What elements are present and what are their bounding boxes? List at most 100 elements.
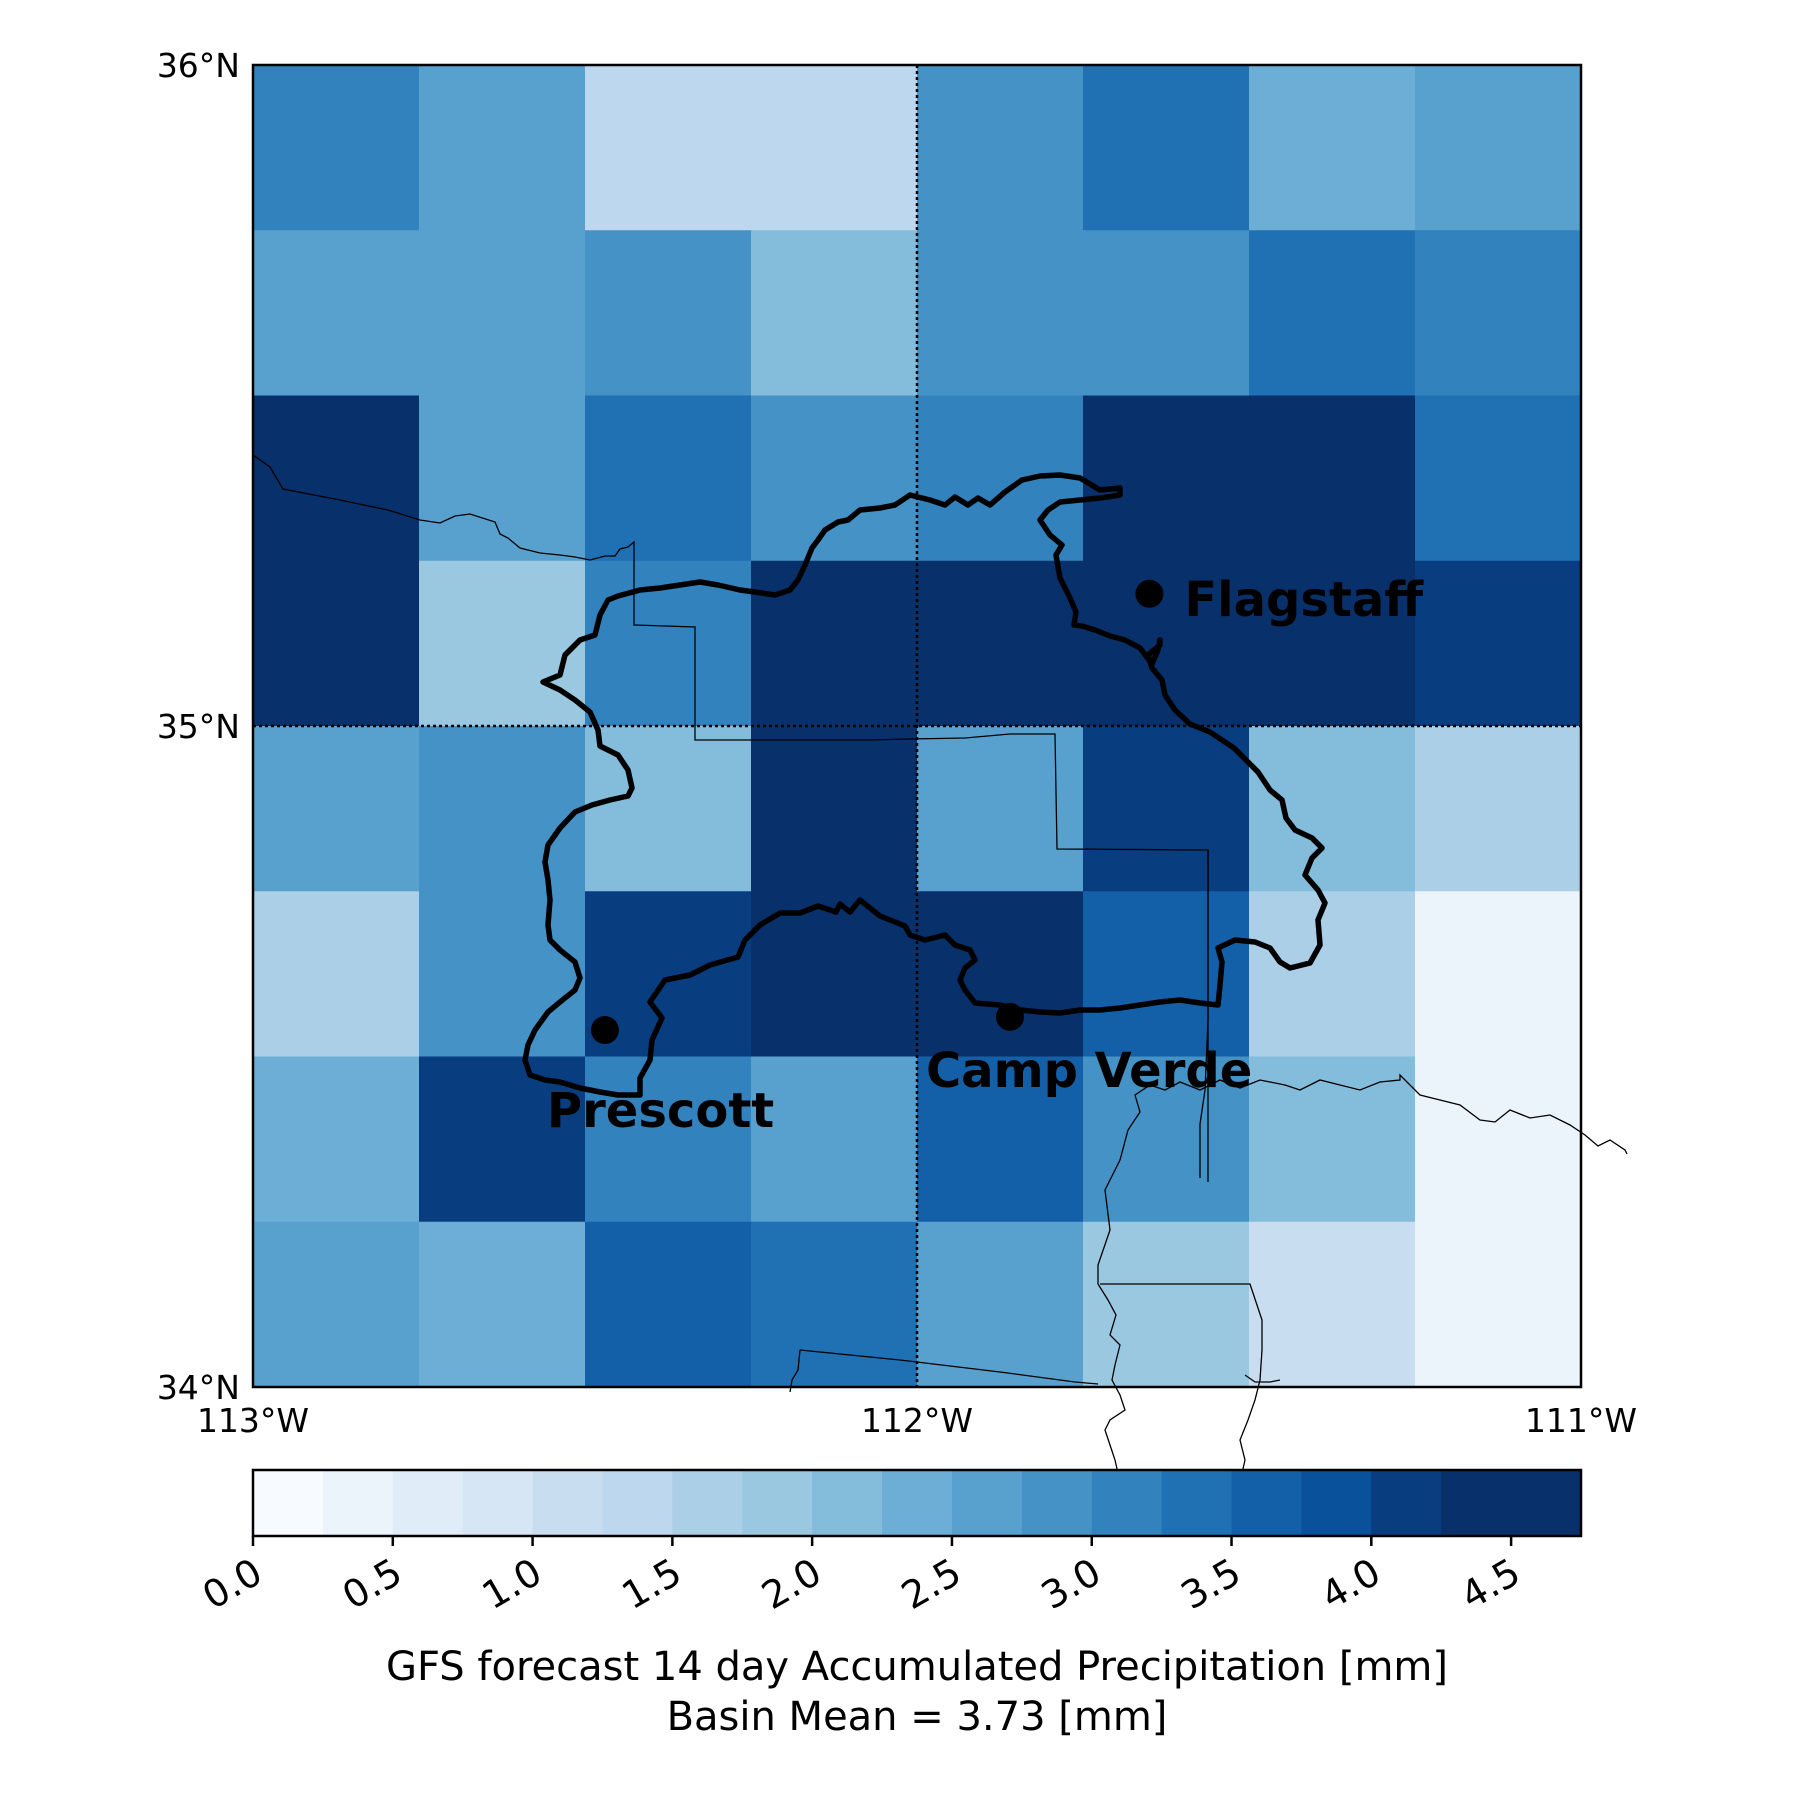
grid-cell [1249,891,1416,1058]
colorbar-ticks: 0.0 0.5 1.0 1.5 2.0 2.5 3.0 3.5 4.0 4.5 [195,1536,1528,1618]
grid-cell [419,726,586,892]
colorbar-swatch [1021,1470,1093,1536]
grid-cell [419,230,586,397]
colorbar-swatch [882,1470,953,1536]
grid-cell [253,560,420,727]
colorbar-swatch [602,1470,673,1536]
colorbar-tick-label: 0.0 [195,1550,269,1618]
colorbar-tick-label: 0.5 [335,1550,409,1618]
city-marker [995,1002,1024,1031]
grid-cell [1415,65,1582,231]
grid-cell [1083,1056,1250,1223]
grid-cell [419,1221,586,1388]
grid-cell [1249,560,1416,727]
colorbar-swatch [742,1470,813,1536]
grid-cell [751,65,918,231]
grid-cell [585,230,752,397]
grid-cell [1083,395,1250,562]
grid-cell [751,230,918,397]
grid-cell [1249,1056,1416,1223]
grid-cell [1083,1221,1250,1388]
colorbar-swatch [322,1470,394,1536]
colorbar-tick-label: 1.5 [615,1550,689,1618]
grid-cell [917,230,1084,397]
colorbar-swatch [532,1470,604,1536]
colorbar-swatch [1511,1470,1582,1536]
grid-cell [585,1056,752,1223]
grid-cell [917,65,1084,231]
latitude-ticks: 36°N 35°N 34°N [157,46,240,1407]
grid-cell [1415,1056,1582,1223]
grid-cell [1249,65,1416,231]
lat-tick-label: 35°N [157,707,240,746]
graticule [253,65,1581,1387]
colorbar-tick-label: 4.5 [1453,1550,1527,1618]
colorbar-tick-label: 3.0 [1034,1550,1108,1618]
colorbar-swatch [253,1470,324,1536]
city-marker [590,1016,619,1045]
precipitation-grid [253,65,1582,1388]
grid-cell [585,395,752,562]
colorbar-tick-label: 2.5 [894,1550,968,1618]
grid-cell [419,65,586,231]
basin-outline [522,472,1328,1098]
colorbar-swatch [392,1470,464,1536]
grid-cell [917,395,1084,562]
grid-cell [253,395,420,562]
grid-cell [1415,1221,1582,1388]
grid-cell [751,726,918,892]
grid-cell [419,560,586,727]
grid-cell [253,1056,420,1223]
lon-tick-label: 113°W [197,1401,309,1440]
colorbar-tick-label: 3.5 [1174,1550,1248,1618]
city-label: Prescott [547,1083,774,1139]
grid-cell [751,395,918,562]
grid-cell [253,726,420,892]
basin-mean-label: Basin Mean = 3.73 [mm] [667,1694,1168,1740]
colorbar-swatch [1441,1470,1512,1536]
lon-tick-label: 112°W [861,1401,973,1440]
colorbar-frame [251,1468,1583,1538]
city-label: Camp Verde [926,1043,1252,1099]
grid-cell [751,560,918,727]
colorbar-swatch [951,1470,1023,1536]
colorbar [251,1468,1583,1538]
lat-tick-label: 36°N [157,46,240,85]
grid-cell [1249,1221,1416,1388]
colorbar-tick-label: 2.0 [754,1550,828,1618]
longitude-ticks: 113°W 112°W 111°W [197,1401,1637,1440]
grid-cell [751,1056,918,1223]
city-marker [1135,579,1164,608]
grid-cell [1083,65,1250,231]
colorbar-swatch [1091,1470,1163,1536]
grid-cell [1083,891,1250,1058]
grid-cell [1415,230,1582,397]
colorbar-tick-label: 1.0 [475,1550,549,1618]
grid-cell [419,395,586,562]
city-markers: Flagstaff Prescott Camp Verde [547,572,1424,1139]
grid-cell [253,65,420,231]
colorbar-swatch [1301,1470,1372,1536]
grid-cell [585,65,752,231]
grid-cell [1083,726,1250,892]
colorbar-swatch [812,1470,883,1536]
grid-cell [1083,230,1250,397]
grid-cell [253,1221,420,1388]
grid-cell [751,1221,918,1388]
colorbar-swatch [672,1470,743,1536]
colorbar-swatch [1231,1470,1303,1536]
lat-tick-label: 34°N [157,1368,240,1407]
grid-cell [917,891,1084,1058]
lon-tick-label: 111°W [1525,1401,1637,1440]
colorbar-swatch [1161,1470,1233,1536]
grid-cell [917,1221,1084,1388]
grid-cell [1249,230,1416,397]
grid-cell [917,726,1084,892]
colorbar-swatch [462,1470,534,1536]
grid-cell [1415,891,1582,1058]
colorbar-tick-label: 4.0 [1313,1550,1387,1618]
grid-cell [253,891,420,1058]
colorbar-title: GFS forecast 14 day Accumulated Precipit… [386,1644,1448,1690]
grid-cell [585,1221,752,1388]
